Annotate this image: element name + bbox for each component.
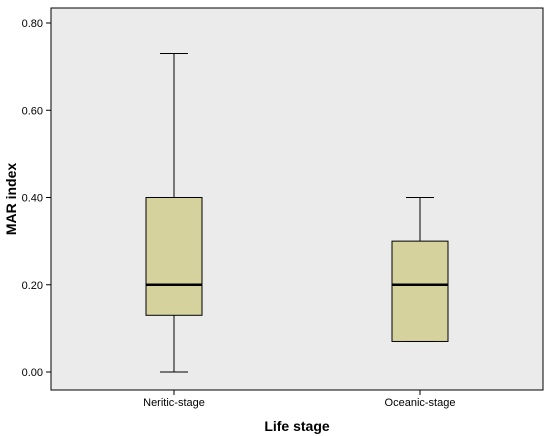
box-series <box>145 53 449 373</box>
y-tick-label: 0.80 <box>22 18 43 30</box>
iqr-box <box>145 197 203 316</box>
y-axis-title: MAR index <box>3 163 19 236</box>
x-tick-label: Neritic-stage <box>143 397 205 409</box>
box-neritic-stage <box>145 53 203 373</box>
x-axis: Neritic-stage Oceanic-stage <box>143 390 455 409</box>
y-axis: 0.00 0.20 0.40 0.60 0.80 <box>22 18 51 379</box>
y-tick-label: 0.20 <box>22 280 43 292</box>
y-tick-label: 0.60 <box>22 105 43 117</box>
iqr-box <box>391 240 449 342</box>
x-tick-label: Oceanic-stage <box>385 397 456 409</box>
box-oceanic-stage <box>391 197 449 342</box>
y-tick-label: 0.40 <box>22 193 43 205</box>
x-axis-title: Life stage <box>264 418 330 434</box>
plot-area <box>50 7 544 391</box>
y-tick-label: 0.00 <box>22 367 43 379</box>
